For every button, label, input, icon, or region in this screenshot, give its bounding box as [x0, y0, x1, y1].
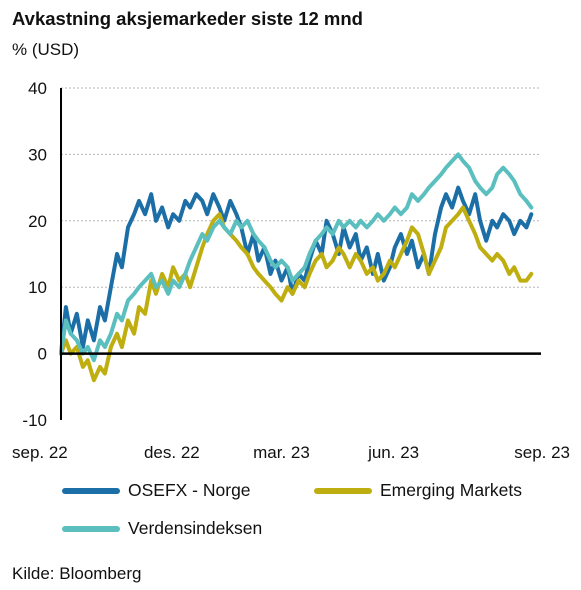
y-tick-label-10: 10 [28, 278, 47, 297]
x-tick-label-jun-23: jun. 23 [367, 443, 419, 462]
x-tick-label-sep-23: sep. 23 [514, 443, 570, 462]
tick-labels: -10 0 10 20 30 40 sep. 22 des. 22 mar. 23 jun. 23… [12, 79, 570, 462]
legend-item-emerging-markets: Emerging Markets [314, 480, 522, 501]
series-line-verdensindeksen [59, 152, 534, 363]
legend-label-osefx: OSEFX - Norge [128, 480, 251, 500]
legend-swatch-emerging-markets [314, 487, 372, 494]
y-tick-label-40: 40 [28, 79, 47, 98]
gridlines [61, 87, 541, 288]
source-note: Kilde: Bloomberg [12, 564, 142, 583]
y-tick-label-20: 20 [28, 212, 47, 231]
x-tick-label-mar-23: mar. 23 [253, 443, 310, 462]
y-tick-label-30: 30 [28, 145, 47, 164]
legend-swatch-verdensindeksen [62, 525, 120, 532]
y-axis-unit-label: % (USD) [12, 40, 80, 59]
legend-swatch-osefx [62, 487, 120, 494]
axes [60, 88, 541, 420]
legend-item-osefx: OSEFX - Norge [62, 480, 251, 501]
legend-item-verdensindeksen: Verdensindeksen [62, 518, 262, 539]
y-tick-label-0: 0 [38, 345, 47, 364]
y-tick-label--10: -10 [22, 411, 47, 430]
legend-label-verdensindeksen: Verdensindeksen [128, 518, 263, 538]
series-line-emerging-markets [59, 205, 534, 383]
series-lines [59, 152, 534, 383]
x-tick-label-des-22: des. 22 [144, 443, 200, 462]
x-tick-label-sep-22: sep. 22 [12, 443, 68, 462]
chart-title: Avkastning aksjemarkeder siste 12 mnd [12, 8, 363, 29]
legend-label-emerging-markets: Emerging Markets [380, 480, 522, 500]
